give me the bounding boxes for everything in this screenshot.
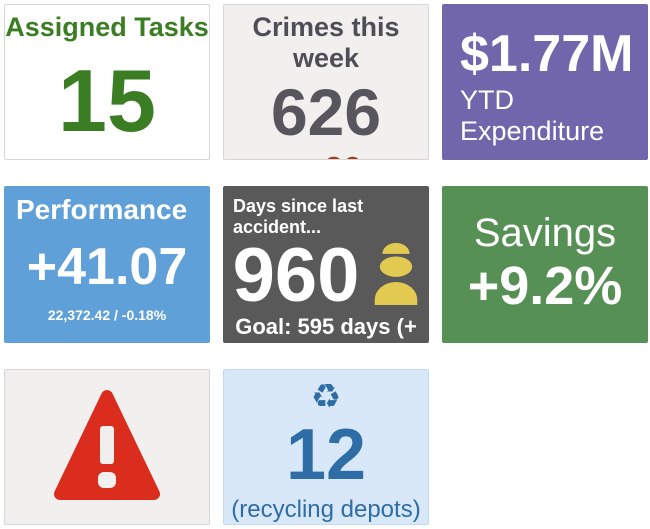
savings-value: +9.2% (467, 256, 623, 317)
recycling-value: 12 (285, 415, 367, 495)
recycling-tile: ♻ 12 (recycling depots) (223, 369, 429, 525)
performance-value: +41.07 (26, 237, 188, 296)
crimes-title: Crimes this week (252, 12, 400, 73)
performance-title: Performance (16, 194, 188, 225)
accident-title: Days since last accident... (233, 196, 364, 237)
crimes-tile: Crimes this week 626 ▲ 26 (223, 4, 429, 160)
warning-icon (49, 384, 165, 511)
expenditure-value: $1.77M (460, 24, 634, 83)
assigned-tasks-tile: Assigned Tasks 15 (4, 4, 210, 160)
empty-cell (442, 369, 648, 525)
expenditure-label: YTD Expenditure (460, 85, 605, 147)
accident-value: 960 (232, 233, 360, 318)
performance-tile: Performance +41.07 22,372.42 / -0.18% (4, 186, 210, 343)
performance-detail: 22,372.42 / -0.18% (47, 307, 167, 323)
assigned-tasks-title: Assigned Tasks (5, 12, 209, 42)
up-arrow-icon: ▲ (291, 153, 317, 159)
assigned-tasks-value: 15 (58, 51, 156, 150)
crimes-delta: ▲ 26 (224, 150, 428, 159)
savings-tile: Savings +9.2% (442, 186, 648, 343)
accident-tile: Days since last accident... 960 Goal: 59… (223, 186, 429, 343)
warning-tile (4, 369, 210, 525)
expenditure-tile: $1.77M YTD Expenditure (442, 4, 648, 160)
accident-goal: Goal: 595 days (+ 161.3%) (235, 314, 417, 343)
crimes-value: 626 (270, 75, 382, 149)
recycling-label: (recycling depots) (231, 496, 421, 523)
recycle-icon: ♻ (310, 378, 342, 416)
crimes-delta-value: 26 (325, 150, 362, 159)
worker-icon (373, 242, 419, 310)
savings-title: Savings (473, 211, 617, 256)
